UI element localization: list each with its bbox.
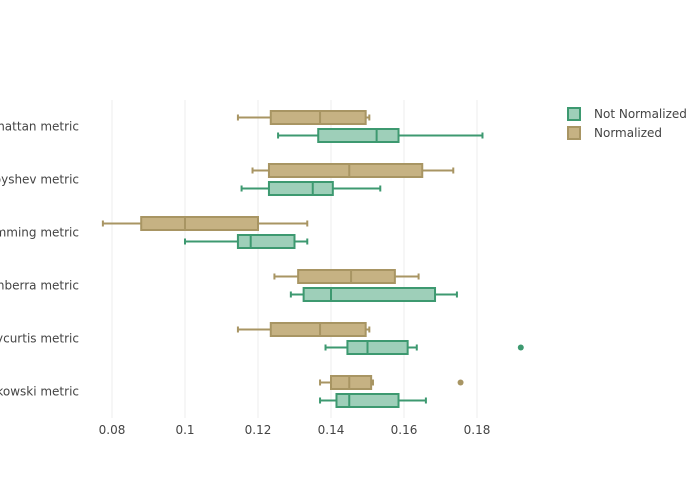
iqr-box [269,322,367,337]
x-grid [111,100,478,418]
box-normalized[interactable] [236,322,371,337]
legend-label: Normalized [594,126,662,140]
iqr-box [302,287,437,302]
y-axis-categories: Manhattan metric Chebyshev metric Hamming … [0,120,79,399]
x-tick-label: 0.1 [175,423,194,437]
iqr-box [335,393,400,408]
box-normalized[interactable] [236,110,371,125]
iqr-box [297,269,396,284]
category-label: Chebyshev metric [0,173,79,187]
box-not-normalized[interactable] [240,181,382,196]
box-not-normalized[interactable] [277,128,484,143]
iqr-box [236,234,296,249]
box-normalized[interactable] [101,216,309,231]
box-not-normalized[interactable] [289,287,458,302]
legend-item-not-normalized[interactable]: Not Normalized [567,107,687,121]
category-label: Canberra metric [0,279,79,293]
x-axis-ticks: 0.08 0.1 0.12 0.14 0.16 0.18 [99,423,491,437]
outlier-point [457,379,464,386]
x-tick-label: 0.12 [245,423,272,437]
legend-swatch [567,107,581,121]
category-label: Braycurtis metric [0,332,79,346]
outlier-point [517,344,524,351]
category-label: Hamming metric [0,226,79,240]
legend[interactable]: Not Normalized Normalized [567,107,687,140]
box-normalized[interactable] [319,375,464,390]
iqr-box [330,375,373,390]
iqr-box [269,110,367,125]
x-tick-label: 0.16 [391,423,418,437]
iqr-box [267,181,334,196]
box-not-normalized[interactable] [319,393,427,408]
x-tick-label: 0.08 [99,423,126,437]
legend-swatch [567,126,581,140]
iqr-box [140,216,259,231]
x-tick-label: 0.18 [464,423,491,437]
category-label: Manhattan metric [0,120,79,134]
legend-item-normalized[interactable]: Normalized [567,126,662,140]
x-tick-label: 0.14 [318,423,345,437]
box-not-normalized[interactable] [324,340,524,355]
box-normalized[interactable] [251,163,455,178]
box-normalized[interactable] [273,269,420,284]
iqr-box [346,340,409,355]
box-not-normalized[interactable] [184,234,309,249]
iqr-box [267,163,424,178]
iqr-box [317,128,400,143]
boxes-layer [101,110,524,408]
legend-label: Not Normalized [594,107,687,121]
category-label: Minkowski metric [0,385,79,399]
